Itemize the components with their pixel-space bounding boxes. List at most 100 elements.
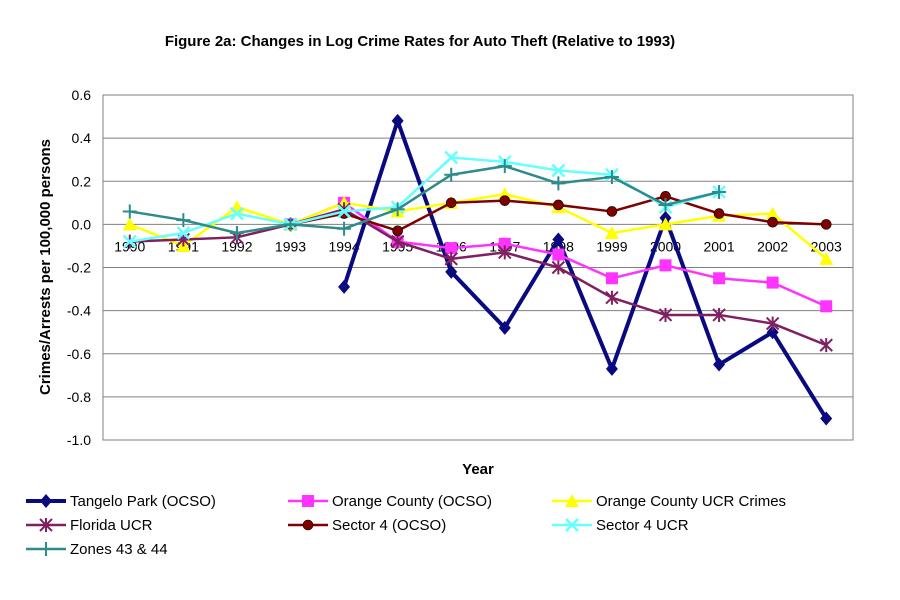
data-point xyxy=(605,290,619,305)
y-tick-label: 0.4 xyxy=(72,130,92,146)
data-point xyxy=(337,221,352,236)
legend-item: Zones 43 & 44 xyxy=(24,538,168,560)
data-point xyxy=(658,307,673,322)
series-line xyxy=(129,208,827,347)
data-point xyxy=(445,264,458,279)
legend-swatch xyxy=(288,495,328,507)
legend-label: Zones 43 & 44 xyxy=(70,540,168,558)
legend-marker-glyph xyxy=(39,542,53,556)
data-point xyxy=(445,242,458,255)
data-point xyxy=(499,195,511,206)
y-tick-label: -0.8 xyxy=(67,389,91,405)
data-point xyxy=(712,185,727,200)
data-point xyxy=(765,206,780,220)
data-point xyxy=(820,219,832,230)
legend-marker-glyph xyxy=(39,518,53,532)
data-point xyxy=(819,251,834,265)
legend-item: Tangelo Park (OCSO) xyxy=(24,490,216,512)
data-point xyxy=(283,217,298,232)
data-point xyxy=(176,226,191,240)
data-point xyxy=(712,307,726,322)
data-point xyxy=(445,197,457,209)
legend-marker-glyph xyxy=(40,494,52,508)
data-point xyxy=(122,204,137,219)
data-point xyxy=(230,206,244,221)
series-7 xyxy=(122,159,727,240)
legend-swatch xyxy=(26,494,66,508)
y-tick-label: -0.2 xyxy=(67,260,91,276)
x-tick-label: 2001 xyxy=(703,238,734,254)
legend-marker-glyph xyxy=(565,518,579,532)
y-tick-label: -0.4 xyxy=(67,303,91,319)
data-point xyxy=(551,176,566,191)
series-line xyxy=(129,164,720,235)
data-point xyxy=(713,208,725,219)
y-tick-label: 0.0 xyxy=(72,216,92,232)
legend-item: Sector 4 UCR xyxy=(550,514,689,536)
data-point xyxy=(658,217,673,231)
data-point xyxy=(604,226,619,239)
legend-label: Orange County (OCSO) xyxy=(332,492,493,510)
series-line xyxy=(342,118,828,420)
series-line xyxy=(129,192,828,260)
data-point xyxy=(606,206,618,217)
legend-item: Orange County (OCSO) xyxy=(286,490,492,512)
legend-item: Sector 4 (OCSO) xyxy=(286,514,446,536)
legend-item: Orange County UCR Crimes xyxy=(550,490,786,512)
data-point xyxy=(767,216,778,228)
data-point xyxy=(498,245,512,260)
data-point xyxy=(820,300,833,313)
legend-label: Tangelo Park (OCSO) xyxy=(70,492,216,510)
data-point xyxy=(605,272,618,285)
legend-label: Sector 4 UCR xyxy=(596,516,689,534)
y-tick-label: 0.2 xyxy=(72,173,92,189)
data-point xyxy=(605,361,618,376)
x-tick-label: 2002 xyxy=(757,238,788,254)
data-point xyxy=(390,234,405,249)
data-point xyxy=(229,226,244,240)
data-point xyxy=(337,204,351,219)
x-tick-label: 2003 xyxy=(811,238,842,254)
series-5 xyxy=(285,191,832,237)
legend-swatch xyxy=(288,519,328,531)
data-point xyxy=(122,234,137,249)
data-point xyxy=(391,113,404,128)
plot-area xyxy=(102,94,854,441)
y-tick-label: 0.6 xyxy=(72,87,92,103)
data-point xyxy=(766,276,779,289)
legend-swatch xyxy=(552,518,592,532)
data-point xyxy=(551,260,566,275)
legend-label: Florida UCR xyxy=(70,516,153,534)
data-point xyxy=(497,159,512,174)
legend-marker-glyph xyxy=(302,495,314,507)
legend-item: Florida UCR xyxy=(24,514,153,536)
data-point xyxy=(176,213,191,228)
data-point xyxy=(498,237,511,250)
y-tick-label: -0.6 xyxy=(67,346,91,362)
y-axis-label: Crimes/Arrests per 100,000 persons xyxy=(37,139,54,395)
x-axis-label: Year xyxy=(462,461,494,478)
data-point xyxy=(444,167,459,182)
legend-swatch xyxy=(26,518,66,532)
data-point xyxy=(659,259,672,272)
data-point xyxy=(392,225,403,237)
data-point xyxy=(713,272,726,285)
data-point xyxy=(604,169,619,184)
data-point xyxy=(765,316,780,331)
legend-swatch xyxy=(26,542,66,556)
data-point xyxy=(658,197,673,212)
chart-title: Figure 2a: Changes in Log Crime Rates fo… xyxy=(165,33,675,50)
legend-swatch xyxy=(552,494,592,507)
data-point xyxy=(444,150,459,165)
legend-label: Orange County UCR Crimes xyxy=(596,492,787,510)
data-point xyxy=(819,338,833,353)
data-point xyxy=(552,232,565,247)
data-point xyxy=(766,325,779,340)
series-line xyxy=(129,156,720,243)
data-point xyxy=(498,320,511,335)
legend-marker-glyph xyxy=(565,494,579,507)
x-tick-label: 1992 xyxy=(221,238,252,254)
x-tick-label: 1994 xyxy=(328,238,359,254)
data-point xyxy=(820,411,833,426)
